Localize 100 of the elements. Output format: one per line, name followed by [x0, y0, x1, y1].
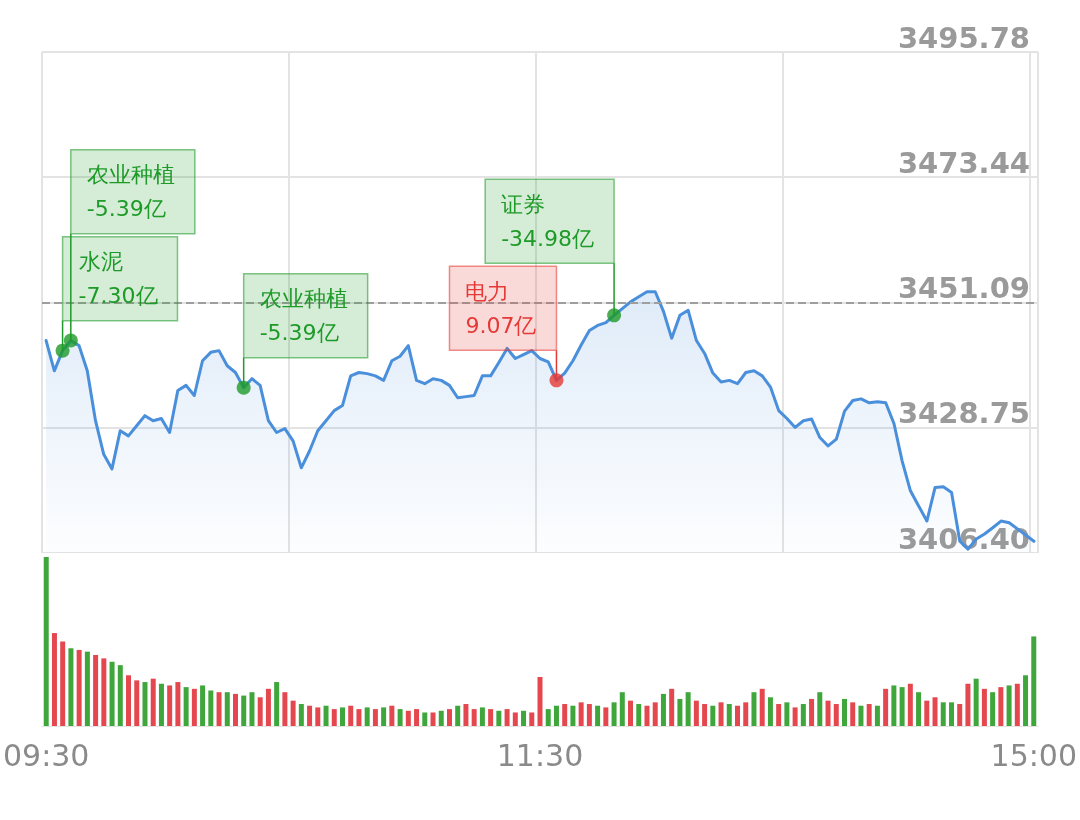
bar [315, 707, 321, 726]
bar [669, 688, 675, 726]
bar [800, 704, 806, 726]
bar [990, 692, 996, 726]
bar [216, 692, 222, 726]
bar [644, 705, 650, 726]
bar [191, 688, 197, 726]
bar [167, 685, 173, 726]
bar [241, 695, 247, 726]
bar [973, 678, 979, 726]
bar [364, 707, 370, 726]
y-tick-label: 3428.75 [897, 396, 1030, 431]
bar [60, 641, 66, 726]
bar [1006, 685, 1012, 726]
annotation: 电力 9.07亿 [465, 278, 537, 338]
bar [372, 709, 378, 726]
bar [150, 678, 156, 726]
bar [109, 661, 115, 726]
bar [479, 707, 485, 726]
bar [43, 557, 49, 726]
bar [924, 700, 930, 726]
bar [537, 676, 543, 726]
y-tick-label: 3473.44 [897, 145, 1030, 180]
bar [438, 710, 444, 726]
bar [685, 692, 691, 726]
bar [134, 680, 140, 726]
bar [200, 685, 206, 726]
bar [545, 709, 551, 726]
bar [142, 682, 148, 726]
bar [578, 702, 584, 726]
bar [265, 688, 271, 726]
bar [586, 704, 592, 726]
bar [718, 702, 724, 726]
bar [628, 700, 634, 726]
bar [274, 682, 280, 726]
bar [866, 704, 872, 726]
bar [257, 697, 263, 726]
bar [183, 687, 189, 726]
bar [874, 705, 880, 726]
bar [907, 683, 913, 726]
bar [858, 705, 864, 726]
bar [611, 702, 617, 726]
bar [677, 698, 683, 726]
bar [249, 692, 255, 726]
bar [208, 690, 214, 726]
bar [521, 710, 527, 726]
bar [126, 675, 132, 726]
bar [652, 702, 658, 726]
bar [414, 709, 420, 726]
bar [290, 700, 296, 726]
bar [957, 704, 963, 726]
y-tick-label: 3495.78 [897, 20, 1030, 55]
bar [158, 683, 164, 726]
bar [702, 704, 708, 726]
bar [784, 702, 790, 726]
bar [940, 702, 946, 726]
bar [224, 692, 230, 726]
bar [726, 704, 732, 726]
bar [850, 702, 856, 726]
bar [175, 682, 181, 726]
bar [553, 705, 559, 726]
bar [833, 704, 839, 726]
bar [307, 705, 313, 726]
bar [809, 698, 815, 726]
bar [891, 685, 897, 726]
bar [792, 707, 798, 726]
bar [233, 693, 239, 726]
bar [323, 705, 329, 726]
bar [735, 705, 741, 726]
bar [660, 693, 666, 726]
bar [348, 705, 354, 726]
bar [84, 651, 90, 726]
bar [751, 692, 757, 726]
bar [430, 712, 436, 726]
bar [76, 649, 82, 726]
bar [93, 655, 99, 726]
bar [693, 700, 699, 726]
bar [389, 705, 395, 726]
bar [422, 712, 428, 726]
bar [331, 709, 337, 726]
bar [504, 709, 510, 726]
bar [51, 633, 57, 726]
bar [1014, 683, 1020, 726]
bar [636, 704, 642, 726]
bar [282, 692, 288, 726]
bar [496, 710, 502, 726]
annotation: 农业种植 -5.39亿 [259, 286, 348, 346]
bar [817, 692, 823, 726]
bar [463, 704, 469, 726]
bar [948, 702, 954, 726]
bar [117, 665, 123, 726]
bar [916, 692, 922, 726]
bar [776, 704, 782, 726]
bar [595, 705, 601, 726]
bar [883, 688, 889, 726]
annotation: 证券 -34.98亿 [501, 191, 595, 251]
bar [381, 707, 387, 726]
bar [965, 683, 971, 726]
bar [1023, 675, 1029, 726]
bar [998, 687, 1004, 726]
